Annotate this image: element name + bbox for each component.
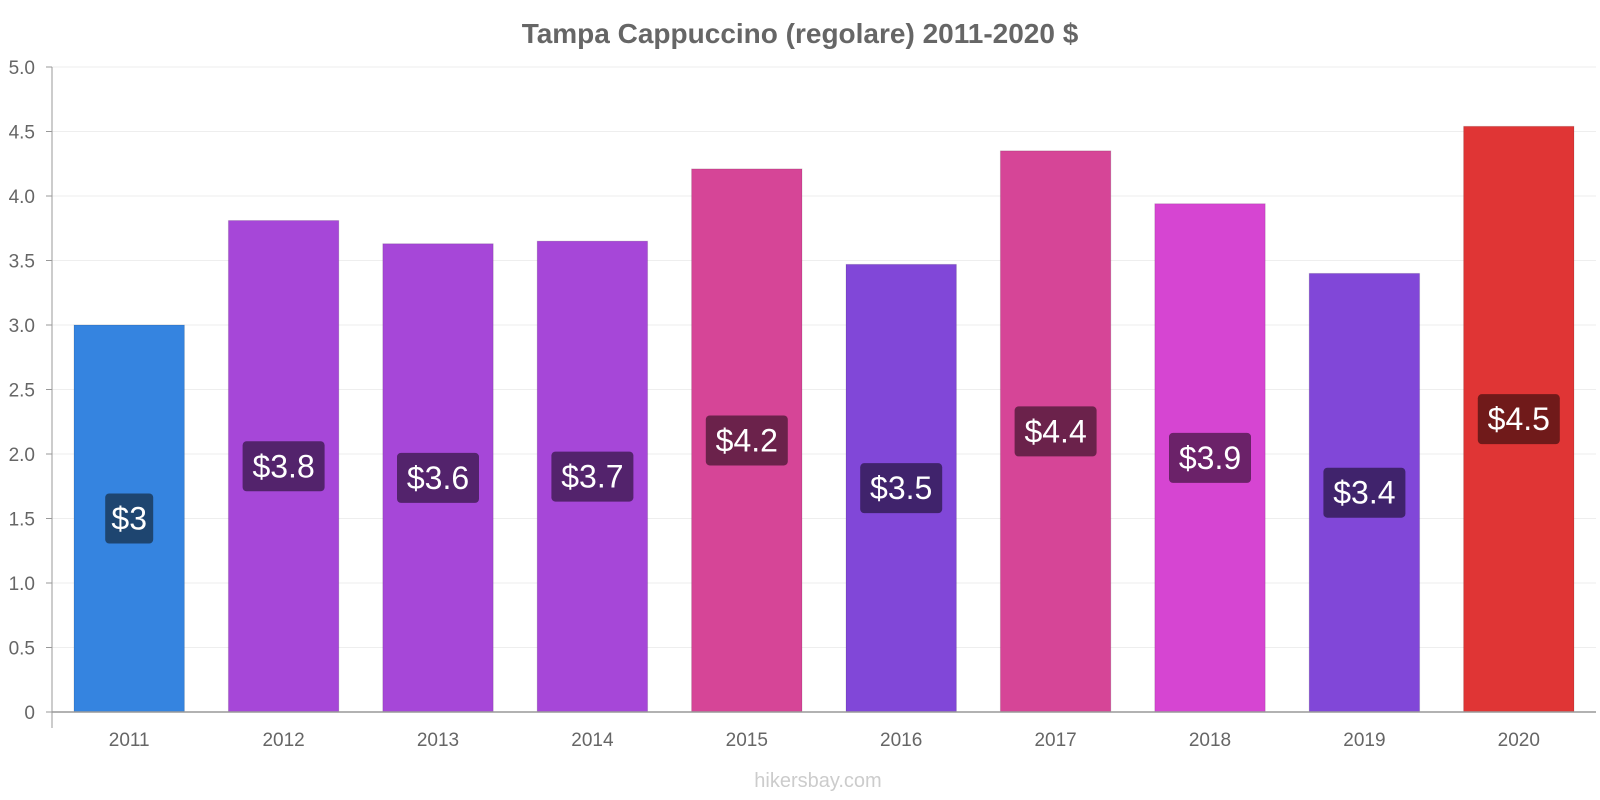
data-label-badge	[397, 452, 479, 503]
data-label: $3.5	[870, 470, 932, 506]
x-tick-label: 2012	[262, 730, 304, 751]
y-tick-label: 2.5	[9, 381, 35, 402]
x-tick-label: 2013	[417, 730, 459, 751]
data-label-badge	[551, 451, 634, 502]
y-tick-label: 5.0	[9, 58, 35, 79]
y-tick-label: 3.5	[9, 252, 35, 273]
data-label: $4.5	[1488, 401, 1550, 437]
data-label-badge	[1014, 406, 1097, 457]
chart-title: Tampa Cappuccino (regolare) 2011-2020 $	[522, 18, 1079, 49]
data-label: $3.7	[561, 459, 623, 495]
data-label: $3.8	[252, 448, 314, 484]
data-label: $3.6	[407, 460, 469, 496]
data-label-badge	[1169, 432, 1251, 483]
data-label: $4.2	[716, 422, 778, 458]
data-label-badge	[1477, 394, 1560, 445]
x-tick-label: 2015	[726, 730, 768, 751]
bars	[73, 125, 1575, 713]
y-tick-label: 4.5	[9, 123, 35, 144]
x-tick-label: 2019	[1343, 730, 1385, 751]
y-tick-label: 1.0	[9, 574, 35, 595]
x-tick-label: 2016	[880, 730, 922, 751]
data-label: $3.4	[1333, 475, 1395, 511]
data-label-badge	[860, 463, 943, 514]
data-label-badge	[105, 493, 154, 544]
data-label: $3.9	[1179, 440, 1241, 476]
x-tick-label: 2020	[1498, 730, 1540, 751]
y-tick-label: 2.0	[9, 445, 35, 466]
y-tick-label: 0.5	[9, 639, 35, 660]
x-axis: 2011 2012 2013 2014 2015 2016 2017 2018 2019 2020	[52, 711, 1596, 751]
y-tick-label: 0	[24, 703, 35, 724]
x-tick-label: 2017	[1034, 730, 1076, 751]
x-tick-label: 2014	[571, 730, 614, 751]
y-tick-label: 1.5	[9, 510, 35, 531]
y-tick-label: 3.0	[9, 316, 35, 337]
credit-text: hikersbay.com	[754, 770, 881, 792]
data-label-badge	[705, 415, 788, 466]
y-axis: 0 0.5 1.0 1.5 2.0 2.5 3.0 3.5 4.0 4.5 5.0	[9, 58, 53, 728]
x-tick-label: 2011	[109, 730, 150, 751]
y-tick-label: 4.0	[9, 187, 35, 208]
data-label: $3	[111, 501, 147, 537]
data-labels: $3 $3.8 $3.6 $3.7 $4.2 $3.5 $4.4 $3.9 $3.4 $4.5	[105, 394, 1560, 544]
x-tick-label: 2018	[1189, 730, 1231, 751]
data-label: $4.4	[1024, 413, 1086, 449]
data-label-badge	[242, 441, 325, 492]
data-label-badge	[1323, 467, 1406, 518]
